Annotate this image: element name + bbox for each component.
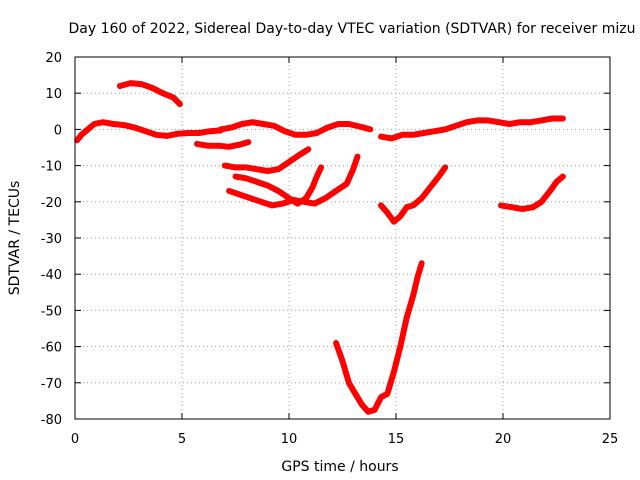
x-tick-label: 15 bbox=[388, 432, 405, 447]
y-tick-label: -30 bbox=[41, 232, 62, 247]
y-tick-label: -20 bbox=[41, 196, 62, 211]
x-tick-label: 10 bbox=[281, 432, 298, 447]
trace-4 bbox=[116, 80, 183, 108]
tick-labels: 0 5 10 15 20 25 20 10 0 -10 -20 -30 -40 -50 -60 -70 -80 bbox=[41, 51, 619, 447]
trace-5 bbox=[194, 139, 252, 150]
y-tick-label: 0 bbox=[54, 123, 62, 138]
y-tick-label: -60 bbox=[41, 341, 62, 356]
trace-3 bbox=[378, 115, 566, 142]
x-tick-label: 25 bbox=[602, 432, 619, 447]
x-tick-label: 5 bbox=[178, 432, 186, 447]
y-tick-label: -70 bbox=[41, 377, 62, 392]
x-axis-label: GPS time / hours bbox=[281, 459, 398, 475]
grid bbox=[75, 57, 610, 419]
trace-7 bbox=[232, 164, 325, 207]
y-tick-label: -40 bbox=[41, 268, 62, 283]
y-tick-label: 10 bbox=[45, 87, 62, 102]
y-tick-label: -10 bbox=[41, 160, 62, 175]
x-tick-label: 20 bbox=[495, 432, 512, 447]
trace-1 bbox=[74, 119, 224, 144]
data-traces bbox=[74, 80, 566, 415]
chart-title: Day 160 of 2022, Sidereal Day-to-day VTE… bbox=[69, 21, 636, 37]
y-tick-label: -80 bbox=[41, 413, 62, 428]
trace-11 bbox=[497, 173, 566, 212]
trace-6 bbox=[221, 146, 312, 174]
y-tick-label: -50 bbox=[41, 304, 62, 319]
trace-8 bbox=[226, 153, 361, 209]
y-axis-label: SDTVAR / TECUs bbox=[7, 181, 23, 296]
trace-9 bbox=[378, 164, 449, 225]
y-tick-label: 20 bbox=[45, 51, 62, 66]
trace-2 bbox=[217, 119, 374, 138]
x-tick-label: 0 bbox=[71, 432, 79, 447]
trace-10 bbox=[333, 260, 425, 415]
